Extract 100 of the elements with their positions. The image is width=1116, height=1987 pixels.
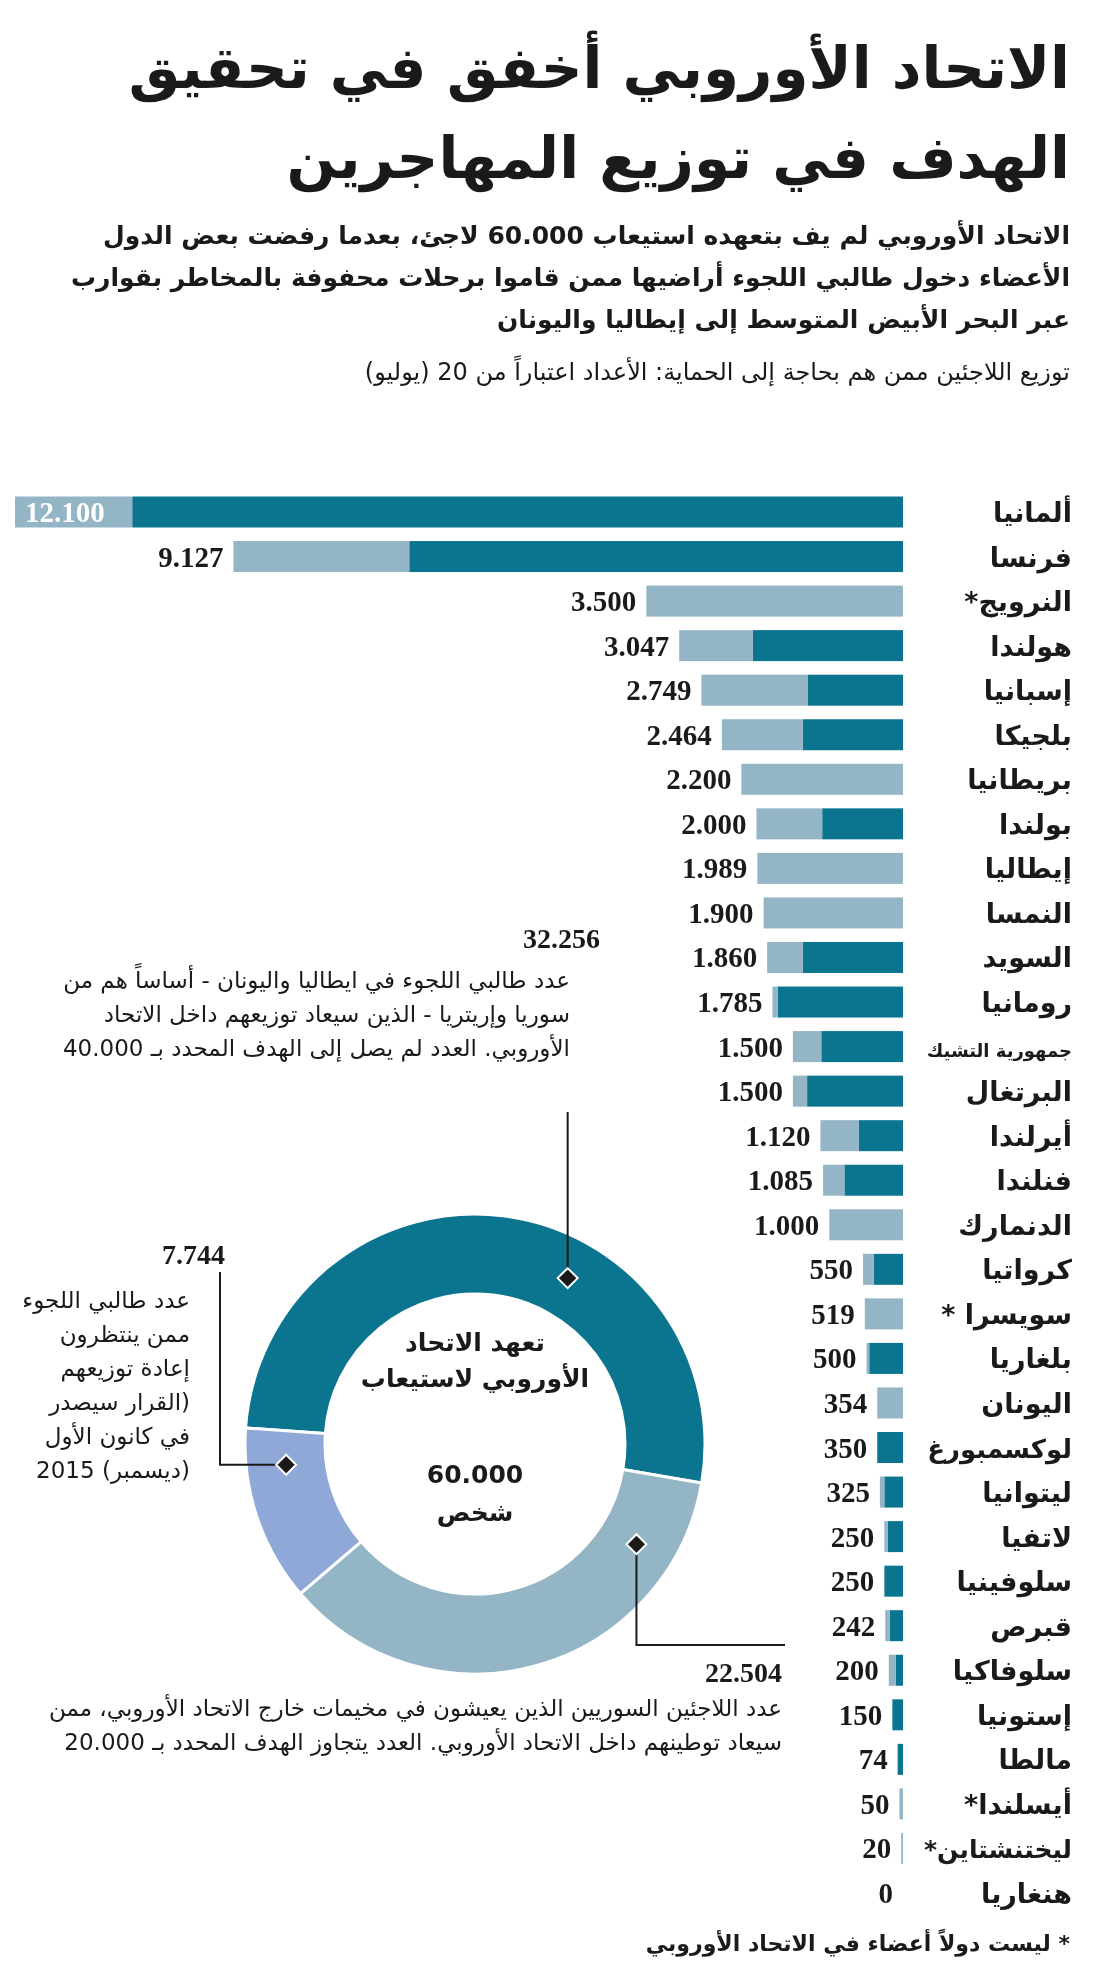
y-tick-label: رومانيا: [981, 987, 1072, 1020]
bar: [829, 1209, 903, 1241]
bar: [777, 986, 903, 1018]
annotation: 1.989: [682, 852, 748, 885]
y-tick-label: لوكسمبورغ: [927, 1433, 1072, 1465]
y-tick-label: سلوفاكيا: [952, 1655, 1072, 1688]
bar: [873, 1253, 903, 1285]
bar: [772, 986, 778, 1018]
annotation: 1.085: [747, 1164, 814, 1197]
chart-title: الاتحاد الأوروبي أخفق في تحقيق الهدف في توزيع المهاجرين: [128, 29, 1070, 193]
annotation: 150: [838, 1698, 883, 1731]
y-tick-label: هنغاريا: [981, 1878, 1072, 1910]
y-tick-label: ألمانيا: [993, 495, 1072, 528]
annotation: 1.900: [688, 896, 754, 929]
bar: [864, 1298, 903, 1330]
slice-label: عدد اللاجئين السوريين الذين يعيشون في مخيمات خارج الاتحاد الأوروبي، ممن سيعاد توطينهم داخل الاتحاد الأوروبي. العدد يتجاوز الهدف المحدد بـ 20.000: [48, 1693, 782, 1756]
chart-subtitle: الاتحاد الأوروبي لم يف بتعهده استيعاب 60.000 لاجئ، بعدما رفضت بعض الدول الأعضاء دخول طالبي اللجوء أراضيها ممن قاموا برحلات محفوفة بالمخاطر بقوارب عبر البحر الأبيض المتوسط إلى إيطاليا واليونان: [70, 219, 1070, 335]
bar: [888, 1654, 896, 1686]
annotation: 3.047: [603, 629, 670, 662]
bar: [885, 1610, 890, 1642]
bar: [807, 674, 903, 706]
y-tick-label: سويسرا *: [941, 1298, 1072, 1331]
bar: [767, 941, 803, 973]
bar: [820, 1120, 859, 1152]
y-tick-label: فنلندا: [996, 1165, 1072, 1197]
bar: [701, 674, 808, 706]
bar: [899, 1788, 903, 1820]
bar: [807, 1075, 903, 1107]
annotation: 1.785: [697, 986, 763, 1019]
bar: [895, 1654, 903, 1686]
annotation: 250: [830, 1520, 875, 1553]
annotation: 354: [823, 1386, 868, 1419]
annotation: 550: [809, 1253, 854, 1286]
bar: [884, 1521, 888, 1553]
annotation: تعهد الاتحاد الأوروبي لاستيعاب: [360, 1328, 590, 1394]
y-tick-label: فرنسا: [989, 541, 1072, 574]
bar: [823, 1164, 845, 1196]
bar: [802, 941, 903, 973]
bar: [884, 1565, 903, 1597]
annotation: 500: [813, 1342, 857, 1375]
annotation: 519: [811, 1297, 855, 1330]
bar: [679, 630, 753, 662]
y-tick-label: كرواتيا: [982, 1254, 1073, 1287]
y-tick-label: سلوفينيا: [956, 1566, 1072, 1599]
bar: [844, 1164, 903, 1196]
annotation: 50: [860, 1787, 890, 1820]
bar: [858, 1120, 903, 1152]
y-tick-label: إسبانيا: [983, 675, 1072, 708]
annotation: 9.127: [158, 540, 224, 573]
bar: [752, 630, 903, 662]
bar: [646, 585, 903, 617]
annotation: 242: [831, 1609, 876, 1642]
y-tick-label: بلغاريا: [989, 1343, 1072, 1376]
y-tick-label: هولندا: [990, 630, 1072, 663]
y-tick-label: لاتفيا: [1001, 1521, 1072, 1553]
annotation: 1.500: [717, 1075, 783, 1108]
data-label: 22.504: [705, 1657, 782, 1688]
bar: [877, 1432, 903, 1464]
bar: [409, 541, 903, 573]
annotation: 1.500: [717, 1030, 783, 1063]
bar: [879, 1476, 885, 1508]
y-tick-label: بولندا: [998, 808, 1072, 841]
y-tick-label: مالطا: [998, 1744, 1072, 1776]
bar: [802, 719, 903, 751]
bar: [792, 1075, 808, 1107]
annotation: 1.120: [745, 1119, 811, 1152]
annotation: 2.000: [681, 807, 747, 840]
bar: [756, 808, 823, 840]
y-tick-label: النمسا: [985, 897, 1072, 929]
y-tick-label: ليتوانيا: [982, 1477, 1072, 1510]
y-tick-label: أيسلندا*: [964, 1786, 1072, 1820]
bar: [741, 763, 903, 795]
bar: [821, 1031, 903, 1063]
annotation: 250: [830, 1565, 875, 1598]
bar: [822, 808, 903, 840]
text: توزيع اللاجئين ممن هم بحاجة إلى الحماية: الأعداد اعتباراً من 20 (يوليو): [364, 354, 1070, 387]
bar: [132, 496, 903, 528]
y-tick-label: جمهورية التشيك: [926, 1039, 1072, 1062]
bar: [721, 719, 803, 751]
bar: [877, 1387, 903, 1419]
y-tick-label: ليختنشتاين*: [923, 1835, 1072, 1866]
annotation: 74: [858, 1743, 888, 1776]
bar: [869, 1342, 903, 1374]
annotation: 325: [826, 1476, 870, 1509]
y-tick-label: بريطانيا: [967, 764, 1072, 797]
text: * ليست دولاً أعضاء في الاتحاد الأوروبي: [645, 1927, 1071, 1957]
y-tick-label: النرويج*: [964, 586, 1072, 619]
bar: [897, 1743, 903, 1775]
bar: [763, 897, 903, 929]
annotation: 1.860: [691, 941, 758, 974]
annotation: 1.000: [754, 1208, 820, 1241]
slice-label: عدد طالبي اللجوء ممن ينتظرون إعادة توزيعهم (القرار سيصدر في كانون الأول (ديسمبر) 2015: [22, 1286, 190, 1484]
y-tick-label: إيطاليا: [984, 853, 1072, 886]
data-label: 32.256: [523, 923, 600, 954]
bar: [887, 1521, 903, 1553]
bar: [792, 1031, 822, 1063]
bar: [757, 852, 903, 884]
annotation: 2.749: [626, 674, 692, 707]
y-tick-label: قبرص: [990, 1610, 1072, 1643]
bar: [884, 1476, 903, 1508]
